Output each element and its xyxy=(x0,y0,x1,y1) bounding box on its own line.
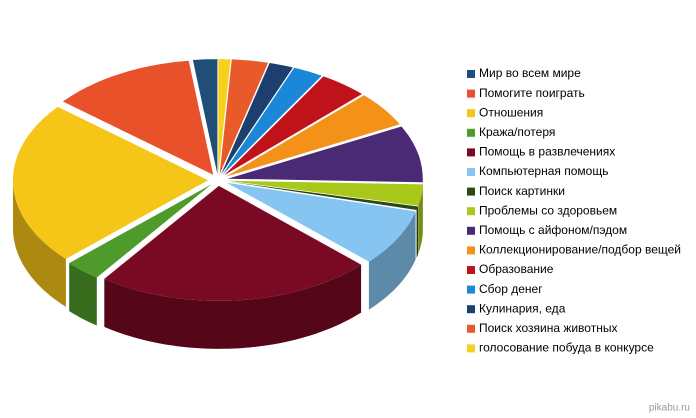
legend-label: голосование побуда в конкурсе xyxy=(479,341,654,355)
legend-swatch xyxy=(467,207,475,216)
legend-swatch xyxy=(467,70,475,78)
legend-label: Поиск картинки xyxy=(479,184,565,198)
legend-swatch xyxy=(467,305,475,314)
legend-swatch xyxy=(467,344,475,353)
legend-swatch xyxy=(467,148,475,157)
slice-side xyxy=(416,206,418,258)
slice xyxy=(222,67,322,175)
legend-swatch xyxy=(467,187,475,196)
slice-side xyxy=(368,211,416,310)
legend-label: Помощь с айфоном/пэдом xyxy=(479,223,627,237)
slice-side xyxy=(418,184,423,254)
legend-swatch xyxy=(467,324,475,333)
slice xyxy=(226,182,416,262)
slice xyxy=(13,106,208,259)
slice xyxy=(192,59,218,175)
slice xyxy=(226,95,400,177)
slice xyxy=(219,59,269,175)
legend-swatch xyxy=(467,89,475,98)
slice xyxy=(224,76,362,176)
slice-side xyxy=(13,180,66,307)
legend-swatch xyxy=(467,285,475,294)
legend-label: Сбор денег xyxy=(479,282,543,296)
watermark: pikabu.ru xyxy=(649,403,690,414)
legend-label: Образование xyxy=(479,262,554,276)
legend-swatch xyxy=(467,168,475,176)
legend-swatch xyxy=(467,109,475,118)
slice xyxy=(221,63,293,175)
legend-label: Помощь в развлечениях xyxy=(479,145,615,159)
legend-label: Кража/потеря xyxy=(479,125,555,139)
legend-swatch xyxy=(467,246,475,255)
legend-label: Компьютерная помощь xyxy=(479,164,608,178)
slice xyxy=(227,180,423,206)
legend-swatch xyxy=(467,266,475,274)
legend-swatch xyxy=(467,128,475,137)
slice xyxy=(104,185,362,301)
legend-label: Кулинария, еда xyxy=(479,301,566,315)
legend-label: Отношения xyxy=(479,105,543,119)
slice-side xyxy=(104,264,362,349)
slice-side xyxy=(69,263,97,326)
slice xyxy=(227,126,423,183)
legend-label: Проблемы со здоровьем xyxy=(479,203,617,217)
legend-label: Поиск хозяина животных xyxy=(479,321,617,335)
legend-label: Помогите поиграть xyxy=(479,86,585,100)
legend-label: Мир во всем мире xyxy=(479,66,581,80)
slice xyxy=(227,181,418,210)
legend-swatch xyxy=(467,226,475,235)
slice xyxy=(218,59,231,175)
slice xyxy=(62,60,214,175)
slice xyxy=(69,184,212,278)
legend-label: Коллекционирование/подбор вещей xyxy=(479,243,681,257)
